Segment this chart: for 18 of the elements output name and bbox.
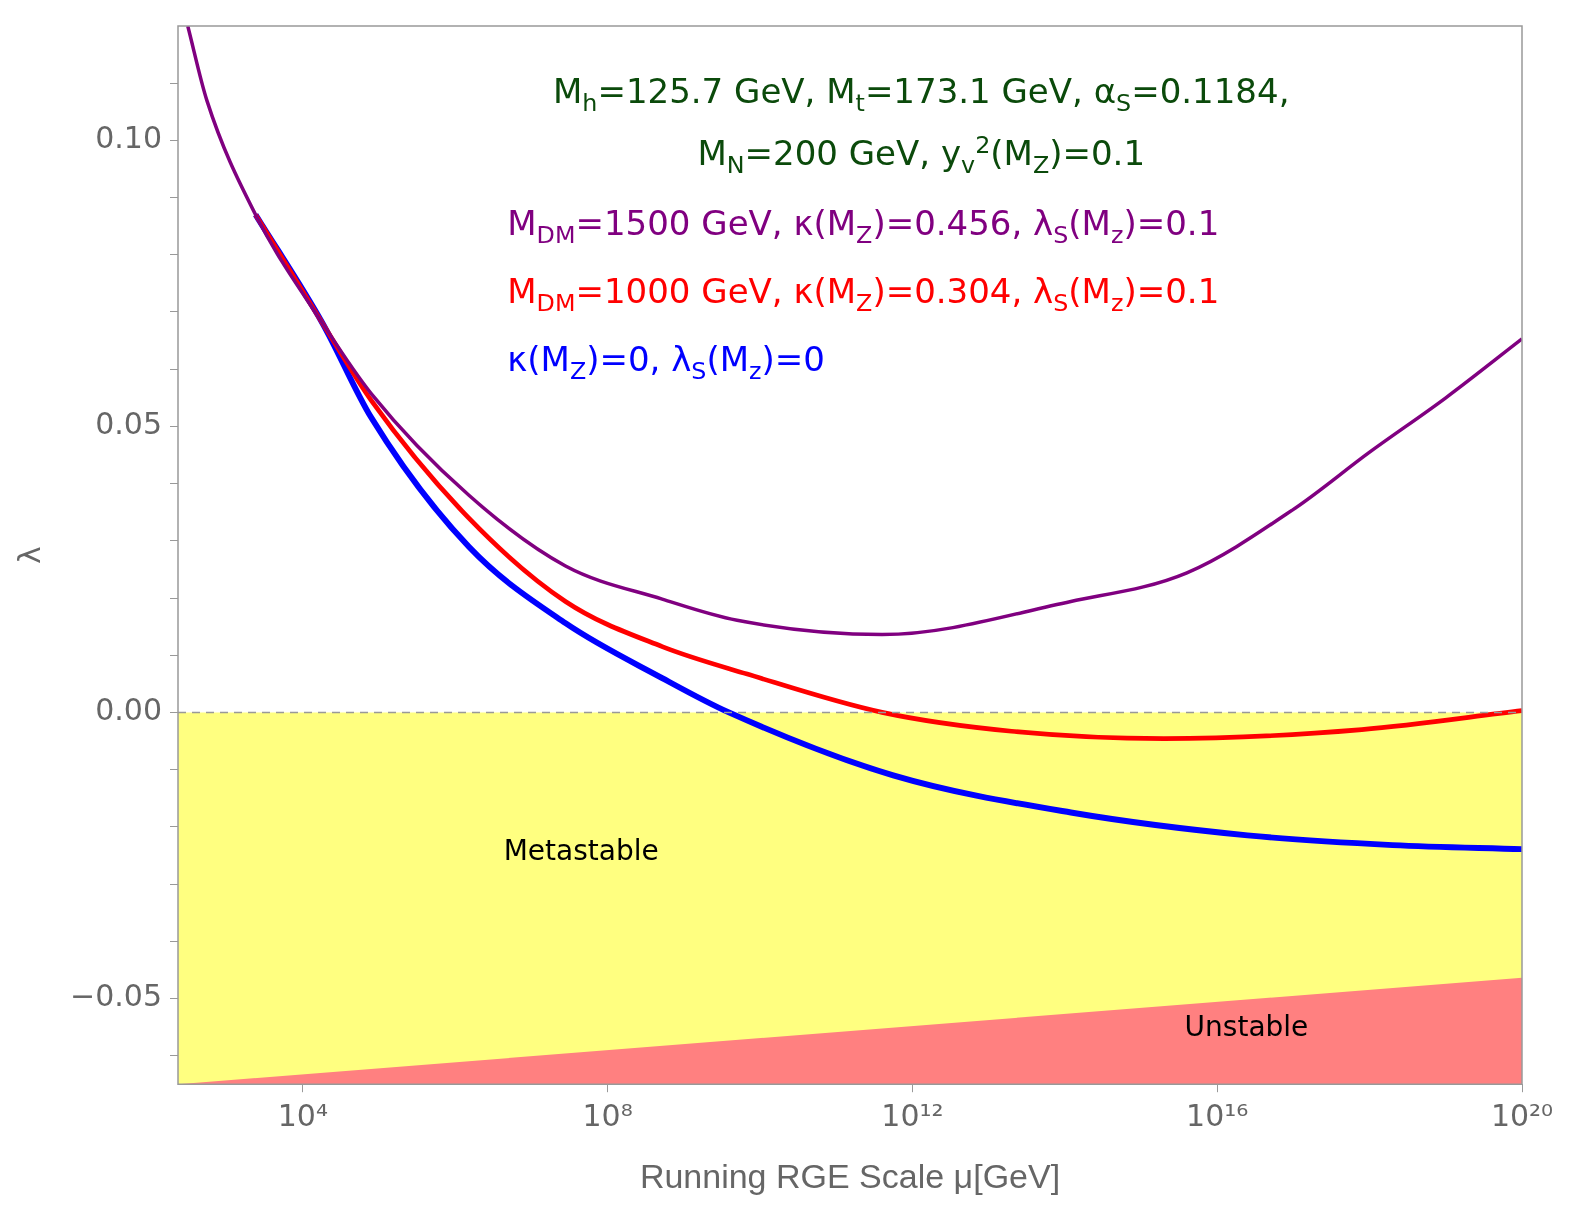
x-axis-title: Running RGE Scale μ[GeV] [639, 1156, 1061, 1195]
y-axis-title: λ [11, 546, 47, 564]
annotation: M$_{N}$=200 GeV, y$_{v}$$^{2}$(M$_{Z}$)=0.1 [697, 131, 1146, 180]
x-tick-label: 10¹⁶ [1186, 1098, 1249, 1133]
y-tick-label: −0.05 [70, 978, 162, 1014]
text: M$_{DM}$=1500 GeV, κ(M$_{Z}$)=0.456, λ$_{S}$(M$_{z}$)=0.1 [507, 202, 1220, 249]
y-tick-label: 0.10 [95, 120, 162, 156]
x-tick-label: 10¹² [881, 1098, 944, 1133]
annotation: M$_{h}$=125.7 GeV, M$_{t}$=173.1 GeV, α$_{S}$=0.1184, [552, 71, 1290, 117]
x-tick-label: 10⁸ [582, 1098, 633, 1133]
x-tick-label: 10⁴ [277, 1098, 328, 1133]
x-tick-label: 10²⁰ [1490, 1098, 1554, 1133]
text: M$_{DM}$=1000 GeV, κ(M$_{Z}$)=0.304, λ$_{S}$(M$_{z}$)=0.1 [507, 270, 1220, 317]
annotation: Unstable [1184, 1010, 1309, 1044]
y-tick-label: 0.05 [95, 406, 162, 442]
annotation: Metastable [503, 834, 659, 868]
text: κ(M$_{Z}$)=0, λ$_{S}$(M$_{z}$)=0 [507, 338, 825, 385]
y-tick-label: 0.00 [95, 692, 162, 728]
